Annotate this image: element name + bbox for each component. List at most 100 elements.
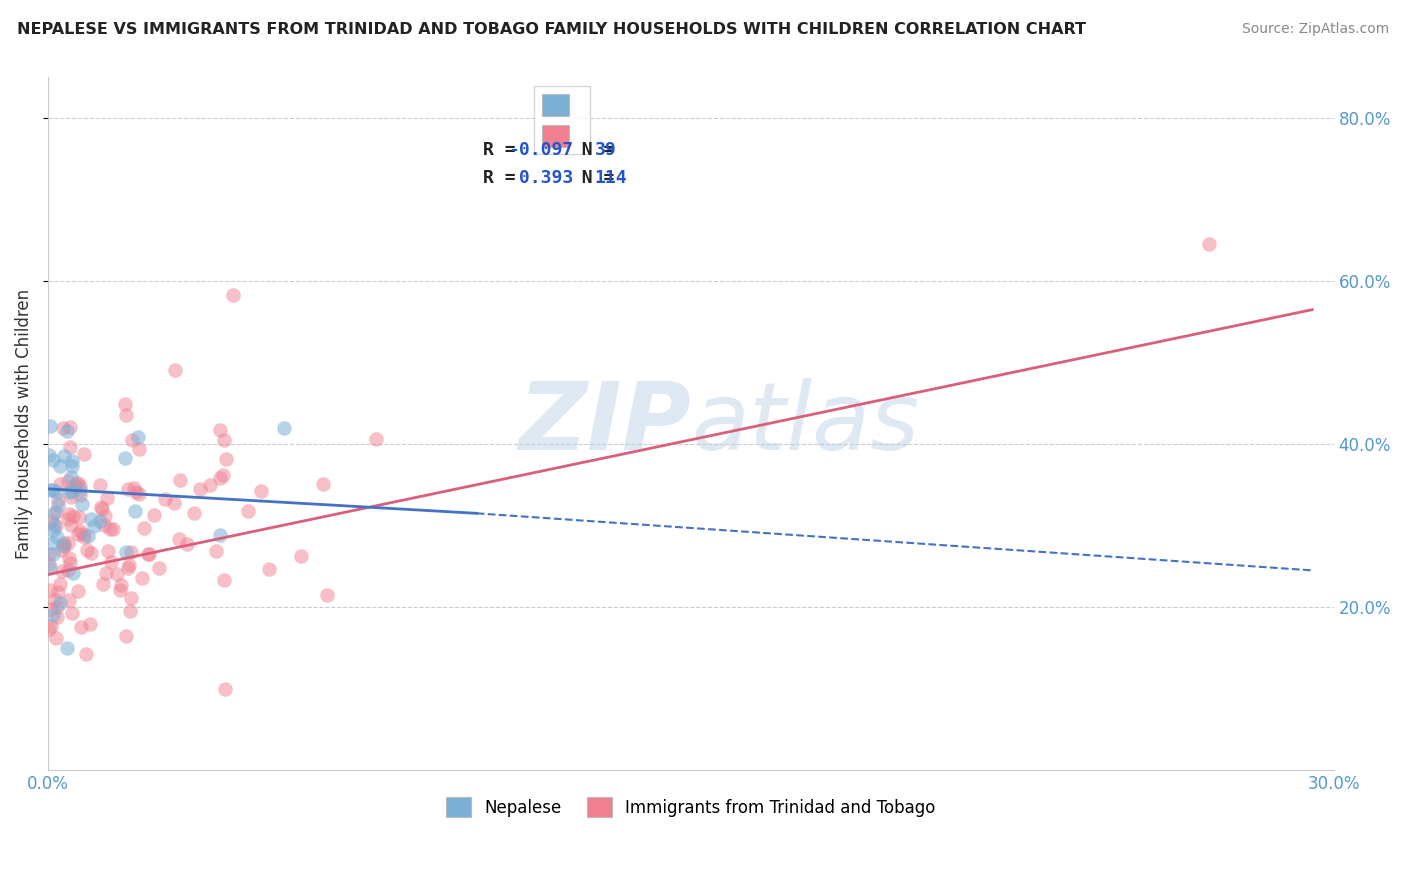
Point [110, 578, 132, 592]
Point [45, 505, 67, 519]
Point [212, 468, 235, 483]
Point [48, 577, 70, 591]
Point [127, 430, 149, 444]
Point [60, 490, 83, 504]
Point [114, 545, 136, 559]
Point [93, 577, 115, 591]
Point [46, 584, 69, 599]
Point [100, 555, 122, 569]
Point [169, 474, 191, 488]
Point [163, 496, 186, 510]
Point [1198, 237, 1220, 252]
Point [51, 564, 73, 578]
Point [80, 545, 103, 559]
Point [131, 571, 153, 585]
Point [273, 421, 295, 435]
Point [97, 544, 120, 558]
Y-axis label: Family Households with Children: Family Households with Children [15, 289, 32, 558]
Point [209, 423, 232, 437]
Point [153, 491, 176, 506]
Point [134, 520, 156, 534]
Point [49, 596, 72, 610]
Point [38, 547, 60, 561]
Point [52, 449, 75, 463]
Point [59, 420, 82, 434]
Point [67, 510, 90, 524]
Point [38, 557, 60, 571]
Point [212, 573, 235, 587]
Point [290, 549, 312, 563]
Point [214, 681, 236, 696]
Point [72, 526, 94, 541]
Point [62, 508, 84, 523]
Point [80, 512, 103, 526]
Legend: Nepalese, Immigrants from Trinidad and Tobago: Nepalese, Immigrants from Trinidad and T… [440, 790, 942, 824]
Point [45, 610, 67, 624]
Point [52, 421, 75, 435]
Point [42, 607, 65, 622]
Point [63, 479, 86, 493]
Text: ZIP: ZIP [517, 377, 690, 470]
Point [56, 640, 79, 655]
Point [114, 450, 136, 465]
Point [44, 592, 66, 607]
Point [60, 606, 83, 620]
Point [39, 618, 62, 632]
Text: -0.097: -0.097 [509, 141, 574, 159]
Point [96, 566, 118, 580]
Point [60, 484, 83, 499]
Point [42, 453, 65, 467]
Point [183, 506, 205, 520]
Point [41, 483, 63, 497]
Point [93, 518, 115, 533]
Point [198, 478, 221, 492]
Point [108, 583, 131, 598]
Point [58, 592, 80, 607]
Text: N =: N = [560, 169, 626, 186]
Point [49, 459, 72, 474]
Text: 39: 39 [595, 141, 616, 159]
Point [105, 566, 128, 581]
Point [364, 432, 387, 446]
Point [38, 622, 60, 636]
Point [45, 631, 67, 645]
Point [46, 493, 69, 508]
Text: Source: ZipAtlas.com: Source: ZipAtlas.com [1241, 22, 1389, 37]
Point [69, 483, 91, 497]
Text: 0.393: 0.393 [509, 169, 574, 186]
Point [208, 471, 231, 485]
Point [59, 484, 82, 499]
Point [65, 476, 87, 491]
Point [188, 482, 211, 496]
Point [114, 408, 136, 422]
Point [56, 474, 79, 488]
Point [118, 604, 141, 618]
Text: NEPALESE VS IMMIGRANTS FROM TRINIDAD AND TOBAGO FAMILY HOUSEHOLDS WITH CHILDREN : NEPALESE VS IMMIGRANTS FROM TRINIDAD AND… [17, 22, 1085, 37]
Point [76, 529, 98, 543]
Point [72, 530, 94, 544]
Point [101, 522, 124, 536]
Point [124, 485, 146, 500]
Point [46, 485, 69, 500]
Point [221, 287, 243, 301]
Point [58, 551, 80, 566]
Point [41, 547, 63, 561]
Point [67, 526, 90, 541]
Point [114, 629, 136, 643]
Point [58, 507, 80, 521]
Point [38, 448, 60, 462]
Point [176, 537, 198, 551]
Point [62, 566, 84, 580]
Point [89, 478, 111, 492]
Text: 114: 114 [595, 169, 627, 186]
Point [312, 477, 335, 491]
Point [56, 424, 79, 438]
Point [120, 545, 142, 559]
Point [76, 542, 98, 557]
Point [90, 500, 112, 514]
Text: N =: N = [560, 141, 626, 159]
Point [60, 470, 83, 484]
Point [42, 506, 65, 520]
Point [53, 536, 76, 550]
Point [72, 447, 94, 461]
